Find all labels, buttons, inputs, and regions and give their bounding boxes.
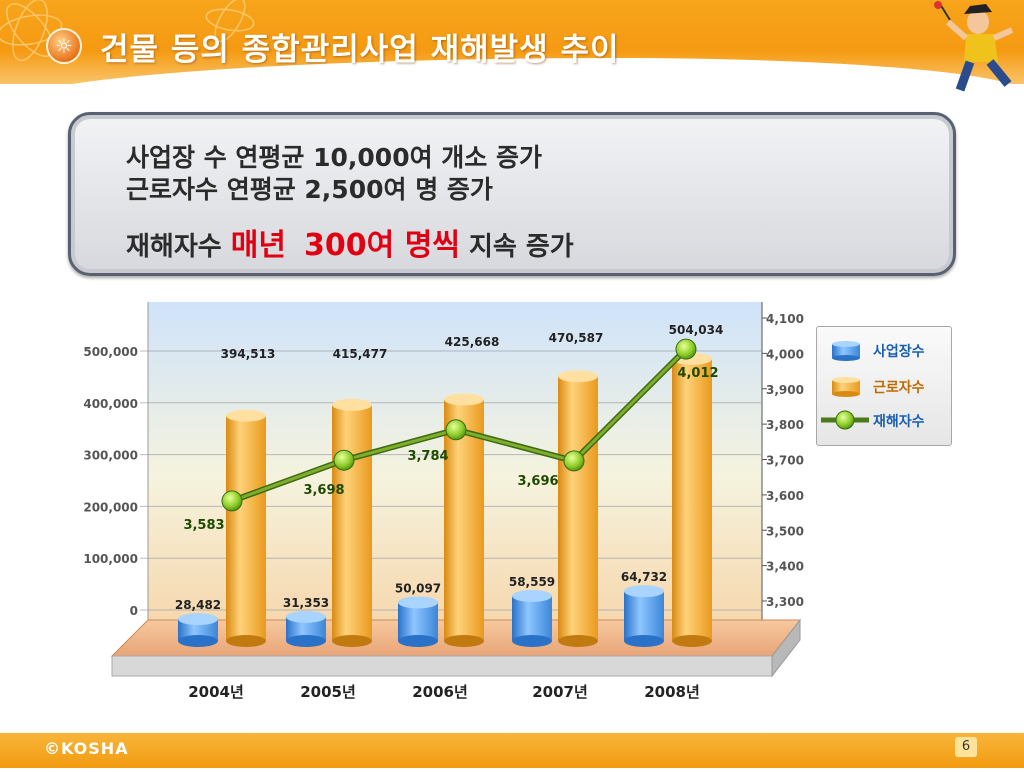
data-label-workers: 504,034 xyxy=(669,323,724,337)
footer-band xyxy=(0,733,1024,768)
y-left-tick-label: 100,000 xyxy=(83,552,138,566)
blue-cylinder-icon xyxy=(832,341,860,361)
x-category-label: 2008년 xyxy=(644,683,700,701)
bar-workers xyxy=(672,358,712,641)
y-right-tick-label: 4,100 xyxy=(766,312,804,326)
sun-icon: ☼ xyxy=(46,28,82,64)
bar-workplaces-base xyxy=(624,635,664,647)
point-victims xyxy=(221,490,243,512)
summary-line-workers: 근로자수 연평균 2,500여 명 증가 xyxy=(126,175,493,204)
data-label-workers: 394,513 xyxy=(221,347,276,361)
flower-decoration-icon xyxy=(0,0,255,62)
summary-line-victims: 재해자수 매년 300여 명씩 지속 증가 xyxy=(126,220,574,264)
summary-prefix: 재해자수 xyxy=(126,232,231,262)
point-victims xyxy=(445,419,467,441)
y-left-tick-label: 200,000 xyxy=(83,500,138,514)
data-label-victims: 3,696 xyxy=(517,474,558,489)
x-category-label: 2005년 xyxy=(300,683,356,701)
data-label-workplaces: 64,732 xyxy=(621,570,667,584)
bar-workplaces-cap xyxy=(512,589,552,602)
legend-label: 사업장수 xyxy=(873,344,925,360)
bar-workers-base xyxy=(226,635,266,647)
legend-label: 재해자수 xyxy=(873,414,925,430)
green-line-marker-icon xyxy=(821,410,869,430)
bar-workers-base xyxy=(672,635,712,647)
bar-workplaces xyxy=(178,619,218,641)
data-label-workers: 470,587 xyxy=(549,331,604,345)
summary-box xyxy=(68,112,956,276)
x-category-label: 2007년 xyxy=(532,683,588,701)
legend-item-victims: 재해자수 xyxy=(817,407,953,435)
bar-workplaces-base xyxy=(398,635,438,647)
bar-workers-base xyxy=(332,635,372,647)
chart-floor-edge xyxy=(111,655,773,677)
page-title: 건물 등의 종합관리사업 재해발생 추이 xyxy=(100,32,620,68)
legend-item-workers: 근로자수 xyxy=(817,373,953,401)
point-victims xyxy=(675,338,697,360)
header-band xyxy=(0,0,1024,84)
kosha-logo: ©KOSHA xyxy=(44,739,129,758)
data-label-victims: 3,784 xyxy=(407,449,448,464)
y-right-tick-label: 3,500 xyxy=(766,524,804,538)
summary-line-workplaces: 사업장 수 연평균 10,000여 개소 증가 xyxy=(126,143,542,172)
x-category-label: 2006년 xyxy=(412,683,468,701)
y-left-tick-label: 0 xyxy=(130,604,138,618)
data-label-victims: 3,583 xyxy=(183,518,224,533)
bar-workers-base xyxy=(558,635,598,647)
data-label-victims: 3,698 xyxy=(303,483,344,498)
highlight-300: 300여 명씩 xyxy=(304,228,460,263)
bar-workplaces-base xyxy=(286,635,326,647)
bar-workers xyxy=(332,404,372,641)
bar-workers-base xyxy=(444,635,484,647)
highlight-yearly: 매년 xyxy=(230,228,286,263)
data-label-workplaces: 31,353 xyxy=(283,596,329,610)
bar-workers-cap xyxy=(558,370,598,383)
y-right-tick-label: 3,900 xyxy=(766,383,804,397)
bar-workplaces-cap xyxy=(178,613,218,626)
bar-workplaces-base xyxy=(512,635,552,647)
bar-workers-cap xyxy=(332,398,372,411)
y-left-tick-label: 500,000 xyxy=(83,345,138,359)
y-right-tick-label: 3,700 xyxy=(766,454,804,468)
page-number: 6 xyxy=(955,737,977,757)
y-right-tick-label: 3,600 xyxy=(766,489,804,503)
data-label-workplaces: 58,559 xyxy=(509,575,555,589)
orange-cylinder-icon xyxy=(832,377,860,397)
legend-item-workplaces: 사업장수 xyxy=(817,337,953,365)
bar-workplaces-cap xyxy=(286,610,326,623)
y-right-tick-label: 4,000 xyxy=(766,347,804,361)
y-left-tick-label: 400,000 xyxy=(83,397,138,411)
bar-workers xyxy=(226,415,266,641)
bar-workplaces xyxy=(624,591,664,641)
chart-floor-side xyxy=(771,618,801,678)
summary-suffix: 지속 증가 xyxy=(459,232,574,262)
mascot-figure-icon xyxy=(934,1,1014,92)
y-right-tick-label: 3,800 xyxy=(766,418,804,432)
data-label-workplaces: 28,482 xyxy=(175,598,221,612)
y-right-tick-label: 3,400 xyxy=(766,560,804,574)
y-left-tick-label: 300,000 xyxy=(83,449,138,463)
bar-workplaces-base xyxy=(178,635,218,647)
point-victims xyxy=(333,449,355,471)
bar-workers xyxy=(444,399,484,641)
bar-workplaces-cap xyxy=(398,596,438,609)
point-victims xyxy=(563,450,585,472)
bar-workplaces xyxy=(398,602,438,641)
bar-workers xyxy=(558,376,598,641)
data-label-victims: 4,012 xyxy=(677,366,718,381)
data-label-workplaces: 50,097 xyxy=(395,581,441,595)
bar-workplaces-cap xyxy=(624,585,664,598)
data-label-workers: 425,668 xyxy=(445,335,500,349)
chart-legend: 사업장수 근로자수 재해자수 xyxy=(816,326,952,446)
bar-workplaces xyxy=(512,595,552,641)
data-label-workers: 415,477 xyxy=(333,347,388,361)
bar-workers-cap xyxy=(226,409,266,422)
bar-workers-cap xyxy=(444,393,484,406)
legend-label: 근로자수 xyxy=(873,380,925,396)
x-category-label: 2004년 xyxy=(188,683,244,701)
y-right-tick-label: 3,300 xyxy=(766,595,804,609)
